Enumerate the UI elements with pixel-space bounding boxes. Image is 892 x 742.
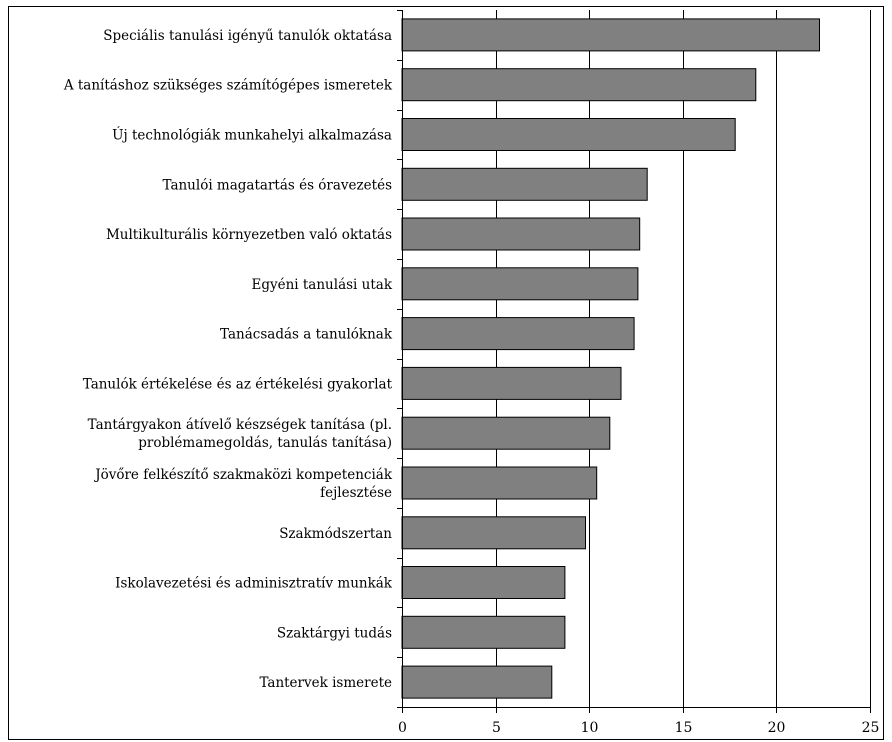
bar <box>401 665 553 699</box>
x-tick-label: 5 <box>492 720 501 736</box>
bar <box>401 68 757 102</box>
category-label: Új technológiák munkahelyi alkalmazása <box>112 127 392 144</box>
bar <box>401 167 648 201</box>
category-label-line: Tanulók értékelése és az értékelési gyak… <box>83 376 393 392</box>
category-label-line: Tantervek ismerete <box>259 675 392 691</box>
bar <box>401 267 639 301</box>
category-label-line: Szaktárgyi tudás <box>277 625 392 641</box>
bar <box>401 416 611 450</box>
category-label: Tanulói magatartás és óravezetés <box>162 177 392 193</box>
category-label-line: Iskolavezetési és adminisztratív munkák <box>115 576 393 592</box>
x-tick-label: 25 <box>862 720 880 736</box>
x-tick-label: 20 <box>768 720 786 736</box>
category-label-line: problémamegoldás, tanulás tanítása) <box>138 435 392 451</box>
category-label-line: Tanácsadás a tanulóknak <box>220 327 393 343</box>
bar <box>401 317 635 351</box>
category-label-line: A tanításhoz szükséges számítógépes isme… <box>63 78 393 94</box>
x-tick-label: 0 <box>398 720 407 736</box>
bar <box>401 516 586 550</box>
bar <box>401 217 641 251</box>
category-label: Szaktárgyi tudás <box>277 625 392 641</box>
category-label: Speciális tanulási igényű tanulók oktatá… <box>103 28 392 44</box>
category-label: Egyéni tanulási utak <box>251 277 392 293</box>
category-label-line: Jövőre felkészítő szakmaközi kompetenciá… <box>93 467 393 483</box>
category-label: Multikulturális környezetben való oktatá… <box>106 227 392 243</box>
category-label: A tanításhoz szükséges számítógépes isme… <box>63 78 393 94</box>
category-label-line: Új technológiák munkahelyi alkalmazása <box>112 127 392 144</box>
category-label: Tantervek ismerete <box>259 675 392 691</box>
category-label-line: Multikulturális környezetben való oktatá… <box>106 227 392 243</box>
bar <box>401 566 566 599</box>
category-label: Jövőre felkészítő szakmaközi kompetenciá… <box>93 467 393 501</box>
category-label-line: Speciális tanulási igényű tanulók oktatá… <box>103 28 392 44</box>
bar <box>401 366 622 400</box>
category-label-line: Tanulói magatartás és óravezetés <box>162 177 392 193</box>
x-tick-label: 10 <box>581 720 599 736</box>
category-label: Tantárgyakon átívelő készségek tanítása … <box>88 417 392 451</box>
bar <box>401 466 598 500</box>
bar <box>401 18 820 52</box>
bar <box>401 615 566 649</box>
category-label-line: fejlesztése <box>320 485 392 501</box>
category-label: Szakmódszertan <box>279 526 392 542</box>
category-label: Tanulók értékelése és az értékelési gyak… <box>83 376 393 392</box>
x-tick-label: 15 <box>675 720 693 736</box>
category-label-line: Egyéni tanulási utak <box>251 277 392 293</box>
category-label: Iskolavezetési és adminisztratív munkák <box>115 576 393 592</box>
category-label: Tanácsadás a tanulóknak <box>220 327 393 343</box>
category-label-line: Tantárgyakon átívelő készségek tanítása … <box>88 417 392 433</box>
bar <box>401 118 736 151</box>
category-label-line: Szakmódszertan <box>279 526 392 542</box>
